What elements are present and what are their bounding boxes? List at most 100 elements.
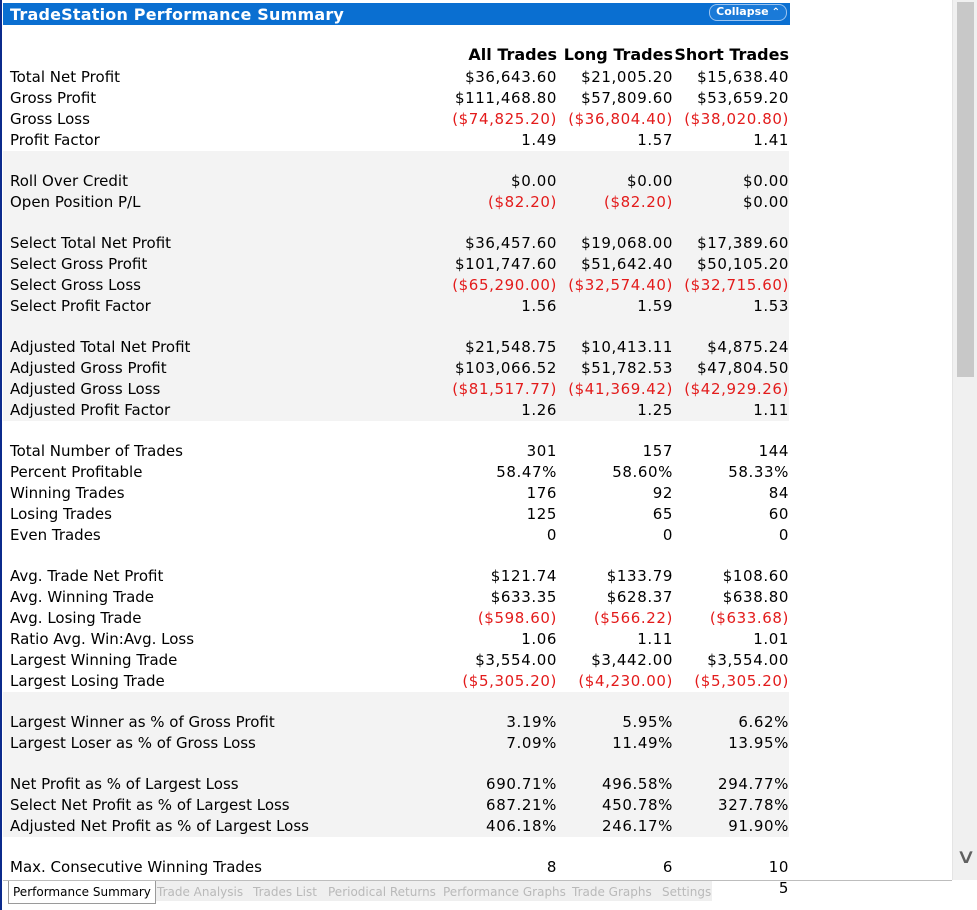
table-row: Total Net Profit $36,643.60 $21,005.20 $15,… [3, 67, 789, 88]
metric-group: Largest Winner as % of Gross Profit 3.19%… [3, 692, 789, 754]
table-row: Gross Loss ($74,825.20) ($36,804.40) ($38,0… [3, 109, 789, 130]
value-all-trades: 176 [526, 484, 557, 502]
table-row: Even Trades 0 0 0 [3, 525, 789, 546]
value-long-trades: $21,005.20 [581, 68, 673, 86]
value-all-trades: 7.09% [506, 734, 557, 752]
metric-label: Losing Trades [10, 505, 112, 523]
value-long-trades: $51,782.53 [581, 359, 673, 377]
metric-label: Profit Factor [10, 131, 100, 149]
value-long-trades: 65 [652, 505, 673, 523]
metric-label: Max. Consecutive Winning Trades [10, 858, 262, 876]
value-short-trades: $50,105.20 [697, 255, 789, 273]
value-long-trades: ($82.20) [604, 193, 673, 211]
column-header-long-trades: Long Trades [563, 45, 673, 64]
value-long-trades: ($41,369.42) [568, 380, 673, 398]
value-long-trades: 246.17% [602, 817, 673, 835]
table-row: Gross Profit $111,468.80 $57,809.60 $53,659… [3, 88, 789, 109]
value-short-trades: 144 [758, 442, 789, 460]
chevron-down-icon[interactable]: ∨ [955, 844, 977, 868]
tab-strip: Performance Summary Trade Analysis Trades … [3, 880, 952, 906]
tab-performance-summary[interactable]: Performance Summary [8, 881, 156, 904]
title-bar: TradeStation Performance Summary Collaps… [3, 3, 790, 25]
value-short-trades: 91.90% [728, 817, 789, 835]
value-long-trades: $57,809.60 [581, 89, 673, 107]
metric-label: Select Total Net Profit [10, 234, 172, 252]
table-row: Largest Losing Trade ($5,305.20) ($4,230.0… [3, 671, 789, 692]
value-short-trades: ($42,929.26) [684, 380, 789, 398]
value-short-trades: $3,554.00 [707, 651, 789, 669]
value-short-trades: 1.11 [753, 401, 789, 419]
metric-label: Total Net Profit [10, 68, 121, 86]
value-long-trades: $628.37 [606, 588, 673, 606]
value-long-trades: 11.49% [612, 734, 673, 752]
value-short-trades: 6.62% [738, 713, 789, 731]
vertical-scrollbar[interactable]: ∨ [952, 0, 977, 880]
value-all-trades: 1.26 [521, 401, 557, 419]
table-row: Largest Winner as % of Gross Profit 3.19%… [3, 712, 789, 733]
tab-periodical-returns[interactable]: Periodical Returns [328, 885, 436, 899]
value-long-trades: 1.11 [637, 630, 673, 648]
table-row: Adjusted Net Profit as % of Largest Loss… [3, 816, 789, 837]
metric-label: Adjusted Total Net Profit [10, 338, 191, 356]
value-short-trades: $4,875.24 [707, 338, 789, 356]
value-short-trades: $638.80 [722, 588, 789, 606]
value-long-trades: 496.58% [602, 775, 673, 793]
value-short-trades: $0.00 [743, 172, 789, 190]
value-short-trades: $53,659.20 [697, 89, 789, 107]
value-all-trades: $0.00 [511, 172, 557, 190]
value-all-trades: 1.49 [521, 131, 557, 149]
value-short-trades: 84 [768, 484, 789, 502]
tab-trade-graphs[interactable]: Trade Graphs [572, 885, 652, 899]
metric-label: Select Profit Factor [10, 297, 151, 315]
value-short-trades: 0 [778, 526, 789, 544]
value-all-trades: $21,548.75 [465, 338, 557, 356]
value-long-trades: 0 [662, 526, 673, 544]
table-row: Ratio Avg. Win:Avg. Loss 1.06 1.11 1.01 [3, 629, 789, 650]
metric-label: Even Trades [10, 526, 101, 544]
value-all-trades: ($5,305.20) [462, 672, 557, 690]
metric-label: Select Net Profit as % of Largest Loss [10, 796, 290, 814]
metric-group: Adjusted Total Net Profit $21,548.75 $10,4… [3, 317, 789, 421]
value-all-trades: ($598.60) [477, 609, 557, 627]
tab-strip-background [151, 881, 712, 901]
value-all-trades: 3.19% [506, 713, 557, 731]
value-short-trades: 1.41 [753, 131, 789, 149]
tab-settings[interactable]: Settings [662, 885, 712, 899]
chevron-up-double-icon: ⌃ [771, 7, 780, 18]
table-row: Avg. Losing Trade ($598.60) ($566.22) ($633… [3, 608, 789, 629]
value-long-trades: 5.95% [622, 713, 673, 731]
table-row: Roll Over Credit $0.00 $0.00 $0.00 [3, 171, 789, 192]
column-headers: All Trades Long Trades Short Trades [0, 45, 790, 66]
tab-trade-analysis[interactable]: Trade Analysis [157, 885, 244, 899]
value-long-trades: $133.79 [606, 567, 673, 585]
metric-label: Avg. Trade Net Profit [10, 567, 164, 585]
metric-label: Open Position P/L [10, 193, 141, 211]
tab-trades-list[interactable]: Trades List [253, 885, 317, 899]
table-row: Adjusted Total Net Profit $21,548.75 $10,4… [3, 337, 789, 358]
metric-label: Largest Winning Trade [10, 651, 178, 669]
value-long-trades: 92 [652, 484, 673, 502]
value-long-trades: 1.59 [637, 297, 673, 315]
value-all-trades: 125 [526, 505, 557, 523]
table-row: Select Gross Profit $101,747.60 $51,642.40… [3, 254, 789, 275]
value-all-trades: ($65,290.00) [452, 276, 557, 294]
table-row: Avg. Winning Trade $633.35 $628.37 $638.80 [3, 587, 789, 608]
value-all-trades: $36,643.60 [465, 68, 557, 86]
scrollbar-thumb[interactable] [957, 2, 974, 377]
metric-label: Largest Losing Trade [10, 672, 165, 690]
table-row: Net Profit as % of Largest Loss 690.71% 49… [3, 774, 789, 795]
table-row: Profit Factor 1.49 1.57 1.41 [3, 130, 789, 151]
collapse-button[interactable]: Collapse ⌃ [709, 4, 787, 21]
metric-label: Largest Winner as % of Gross Profit [10, 713, 275, 731]
value-all-trades: 406.18% [486, 817, 557, 835]
table-row: Select Gross Loss ($65,290.00) ($32,574.40… [3, 275, 789, 296]
metric-group: Net Profit as % of Largest Loss 690.71% 49… [3, 754, 789, 837]
tab-performance-graphs[interactable]: Performance Graphs [443, 885, 566, 899]
page-title: TradeStation Performance Summary [10, 5, 345, 24]
value-short-trades: $0.00 [743, 193, 789, 211]
value-long-trades: $19,068.00 [581, 234, 673, 252]
value-all-trades: 8 [546, 858, 557, 876]
value-short-trades: $17,389.60 [697, 234, 789, 252]
metric-label: Net Profit as % of Largest Loss [10, 775, 239, 793]
